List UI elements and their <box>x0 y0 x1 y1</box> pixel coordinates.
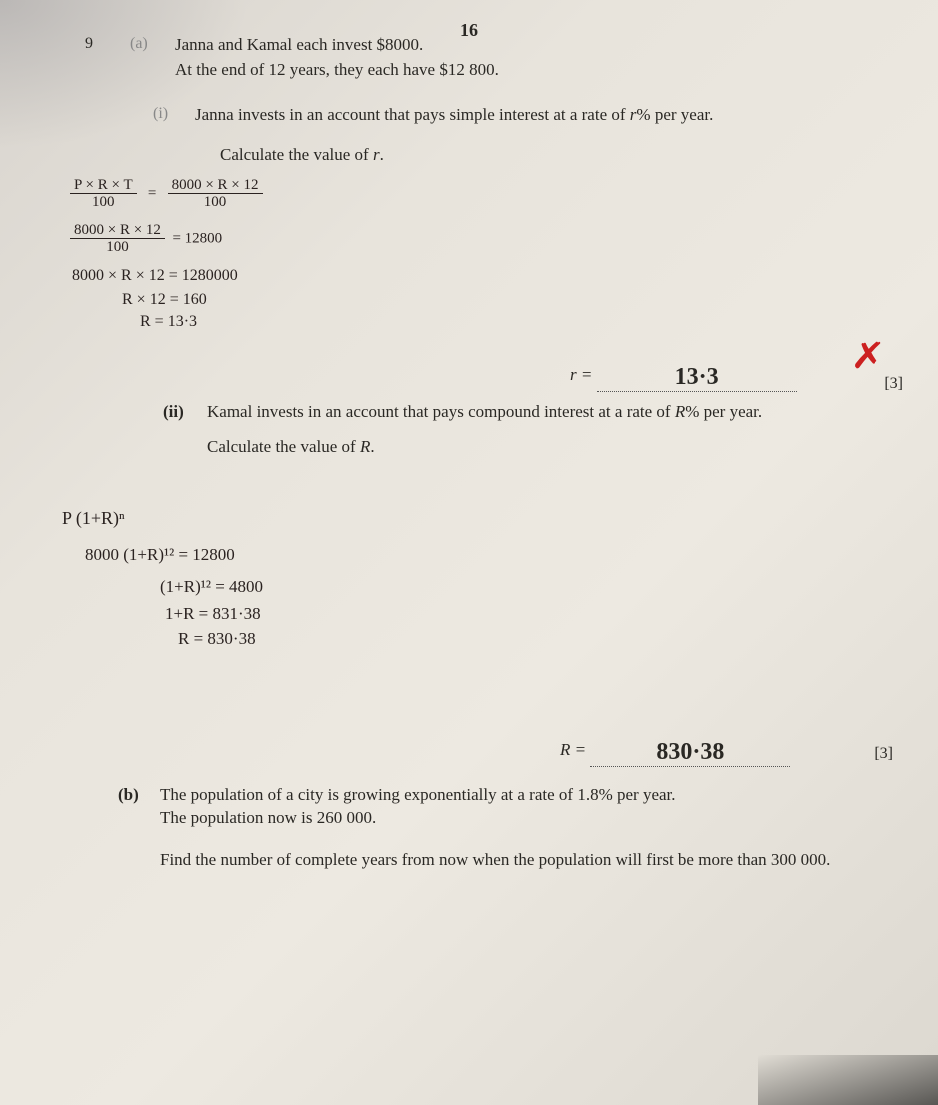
working-i-line2: 8000 × R × 12 100 = 12800 <box>70 222 222 256</box>
working-ii-line2: 8000 (1+R)¹² = 12800 <box>85 545 235 565</box>
part-b-text2: The population now is 260 000. <box>160 808 376 828</box>
frac2-num: 8000 × R × 12 <box>168 177 263 194</box>
marks-ii: [3] <box>874 745 893 763</box>
frac3-num: 8000 × R × 12 <box>70 222 165 239</box>
working-i-line5: R = 13·3 <box>140 313 197 331</box>
answer-r-line: r = 13·3 <box>570 360 797 388</box>
corner-shadow <box>758 1055 938 1105</box>
part-b-text1: The population of a city is growing expo… <box>160 785 676 805</box>
part-ii-instruction: Calculate the value of R. <box>207 437 375 457</box>
marks-i: [3] <box>884 375 903 393</box>
calc-R-text: Calculate the value of R. <box>207 437 375 456</box>
page-number: 16 <box>460 20 478 41</box>
part-i-label: (i) <box>153 105 168 123</box>
part-i-instruction: Calculate the value of r. <box>220 145 384 165</box>
answer-R-line: R = 830·38 <box>560 735 790 763</box>
working-i-line3: 8000 × R × 12 = 1280000 <box>72 267 238 285</box>
calc-r-text: Calculate the value of r. <box>220 145 384 164</box>
part-i-text-content: Janna invests in an account that pays si… <box>195 105 713 124</box>
working-ii-line5: R = 830·38 <box>178 629 256 649</box>
part-b-find: Find the number of complete years from n… <box>160 850 830 870</box>
part-ii-text-content: Kamal invests in an account that pays co… <box>207 402 762 421</box>
frac3: 8000 × R × 12 100 <box>70 222 165 256</box>
part-ii-label: (ii) <box>163 402 184 422</box>
working-ii-line3: (1+R)¹² = 4800 <box>160 577 263 597</box>
part-b-label: (b) <box>118 785 139 805</box>
answer-R-value: 830·38 <box>656 739 724 765</box>
cross-mark-icon: ✗ <box>850 335 886 377</box>
question-number: 9 <box>85 35 93 53</box>
answer-r-value: 13·3 <box>675 364 719 390</box>
working-ii-line4: 1+R = 831·38 <box>165 604 261 624</box>
part-i-text: Janna invests in an account that pays si… <box>195 105 713 125</box>
working-i-line4: R × 12 = 160 <box>122 291 207 309</box>
part-ii-text: Kamal invests in an account that pays co… <box>207 402 762 422</box>
frac1: P × R × T 100 <box>70 177 137 211</box>
frac1-num: P × R × T <box>70 177 137 194</box>
frac2: 8000 × R × 12 100 <box>168 177 263 211</box>
line2-rhs: = 12800 <box>172 230 222 246</box>
working-i-line1: P × R × T 100 = 8000 × R × 12 100 <box>70 177 263 211</box>
part-a-label: (a) <box>130 35 148 53</box>
intro-line2: At the end of 12 years, they each have $… <box>175 60 499 80</box>
eq1: = <box>148 185 156 201</box>
working-ii-line1: P (1+R)ⁿ <box>62 508 125 529</box>
intro-line1: Janna and Kamal each invest $8000. <box>175 35 423 55</box>
frac1-den: 100 <box>92 194 115 210</box>
answer-r-dots: 13·3 <box>597 364 797 392</box>
frac2-den: 100 <box>204 194 227 210</box>
answer-R-dots: 830·38 <box>590 739 790 767</box>
worksheet-page: 16 9 (a) Janna and Kamal each invest $80… <box>0 0 938 1105</box>
frac3-den: 100 <box>106 239 129 255</box>
